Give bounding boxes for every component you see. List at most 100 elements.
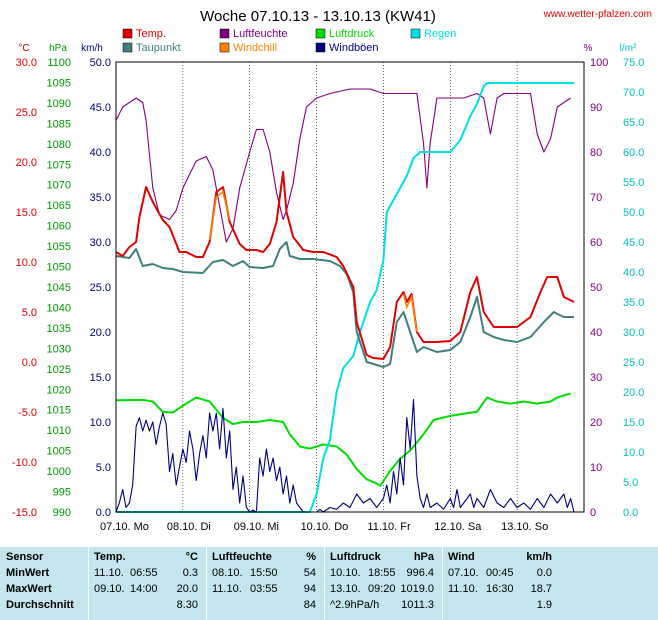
legend-label: Taupunkt	[136, 42, 181, 54]
tick-label: 1040	[47, 302, 71, 314]
header-luftfeuchte: Luftfeuchte	[212, 551, 272, 563]
tick-label: 70	[590, 192, 602, 204]
tick-label: 40.0	[623, 267, 644, 279]
tick-label: 1030	[47, 343, 71, 355]
axis-unit-label: °C	[18, 43, 29, 54]
weather-chart: Woche 07.10.13 - 13.10.13 (KW41) www.wet…	[12, 8, 652, 533]
tick-label: 1075	[47, 159, 71, 171]
plot-frame	[115, 61, 585, 513]
legend-swatch	[219, 28, 230, 39]
tick-label: 0.0	[96, 507, 111, 519]
tick-label: 40	[590, 327, 602, 339]
tick-label: 990	[53, 507, 71, 519]
tick-label: 1025	[47, 364, 71, 376]
legend-label: Windböen	[329, 42, 379, 54]
tick-label: -10.0	[12, 457, 37, 469]
legend-swatch	[315, 42, 326, 53]
tick-label: 10.0	[90, 417, 111, 429]
wind-value: 18.7	[530, 583, 552, 595]
table-separator	[88, 547, 89, 620]
tick-label: 1010	[47, 425, 71, 437]
lf-time: 15:50	[250, 567, 278, 579]
x-tick-label: 11.10. Fr	[367, 521, 411, 533]
tick-label: 1080	[47, 139, 71, 151]
temp-date: 09.10.	[94, 583, 125, 595]
tick-label: 1100	[47, 57, 71, 69]
tick-label: 30.0	[16, 57, 37, 69]
tick-label: 15.0	[623, 417, 644, 429]
legend-swatch	[410, 28, 421, 39]
header-lf-unit: %	[306, 551, 316, 563]
chart-title: Woche 07.10.13 - 13.10.13 (KW41)	[200, 8, 436, 25]
table-row: MaxWert 09.10. 14:00 20.0 11.10. 03:55 9…	[0, 581, 658, 596]
temp-time: 06:55	[130, 567, 158, 579]
site-link[interactable]: www.wetter-pfalzen.com	[543, 9, 652, 20]
ld-time: 09:20	[368, 583, 396, 595]
wind-value: 0.0	[536, 567, 552, 579]
tick-label: 30.0	[623, 327, 644, 339]
tick-label: 10.0	[16, 257, 37, 269]
tick-label: 40.0	[90, 147, 111, 159]
x-tick-label: 09.10. Mi	[234, 521, 279, 533]
temp-value: 0.3	[182, 567, 198, 579]
tick-label: 1065	[47, 200, 71, 212]
lf-value: 54	[303, 567, 316, 579]
header-temp: Temp.	[94, 551, 126, 563]
x-axis-labels: 07.10. Mo 08.10. Di 09.10. Mi 10.10. Do 11.1…	[100, 521, 548, 533]
tick-label: 45.0	[90, 102, 111, 114]
tick-label: -5.0	[18, 407, 37, 419]
header-luftdruck: Luftdruck	[330, 551, 381, 563]
axis-units: °C hPa km/h% l/m²	[18, 43, 637, 54]
tick-label: 1000	[47, 466, 71, 478]
row-label: Durchschnitt	[6, 599, 74, 611]
tick-label: 35.0	[623, 297, 644, 309]
legend-swatch	[315, 28, 326, 39]
legend-swatch	[219, 42, 230, 53]
tick-label: 60.0	[623, 147, 644, 159]
tick-label: -15.0	[12, 507, 37, 519]
ld-date: 10.10.	[330, 567, 361, 579]
tick-label: 5.0	[96, 462, 111, 474]
axis-unit-label: hPa	[49, 43, 67, 54]
temp-value: 8.30	[176, 599, 198, 611]
tick-label: 15.0	[90, 372, 111, 384]
chart-grid	[182, 62, 518, 512]
temp-value: 20.0	[176, 583, 198, 595]
series-regen-line	[116, 82, 574, 513]
header-sensor: Sensor	[6, 551, 44, 563]
ld-value: 1011.3	[401, 599, 434, 611]
tick-label: 0.0	[22, 357, 37, 369]
tick-label: 1015	[47, 405, 71, 417]
ld-value: 1019.0	[400, 583, 434, 595]
tick-label: 25.0	[16, 107, 37, 119]
axis-unit-label: km/h	[81, 43, 103, 54]
series-windchill-line	[402, 293, 418, 333]
series-temp-line	[115, 171, 575, 360]
tick-label: 995	[53, 487, 71, 499]
ld-value: 996.4	[406, 567, 434, 579]
header-wind: Wind	[448, 551, 475, 563]
row-label: MaxWert	[6, 583, 52, 595]
tick-label: 55.0	[623, 177, 644, 189]
series-luftdruck-line	[115, 392, 571, 487]
wind-date: 11.10.	[448, 583, 478, 595]
wind-time: 00:45	[486, 567, 514, 579]
lf-value: 84	[303, 599, 316, 611]
tick-label: 70.0	[623, 87, 644, 99]
tick-label: 90	[590, 102, 602, 114]
lf-value: 94	[303, 583, 316, 595]
series-taupunkt-line	[115, 241, 574, 368]
x-tick-label: 12.10. Sa	[434, 521, 482, 533]
table-separator	[206, 547, 207, 620]
tick-label: 45.0	[623, 237, 644, 249]
row-label: MinWert	[6, 567, 50, 579]
tick-label: 1095	[47, 77, 71, 89]
ld-time: 18:55	[368, 567, 396, 579]
tick-label: 60	[590, 237, 602, 249]
header-temp-unit: °C	[185, 551, 198, 563]
tick-label: 25.0	[90, 282, 111, 294]
series-windböen-line	[115, 398, 575, 513]
tick-label: 15.0	[16, 207, 37, 219]
x-tick-label: 10.10. Do	[301, 521, 349, 533]
chart-legend: Temp. Luftfeuchte Luftdruck Regen Taupunkt Wi…	[122, 28, 456, 54]
